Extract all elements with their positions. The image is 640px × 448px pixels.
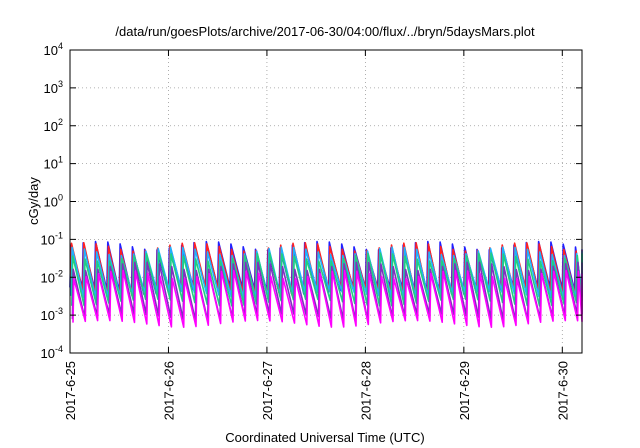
x-tick-label: 2017-6-27 xyxy=(260,361,275,420)
series-line xyxy=(72,269,583,328)
y-tick-label: 103 xyxy=(44,79,63,96)
x-tick-label: 2017-6-25 xyxy=(63,361,78,420)
y-tick-label: 100 xyxy=(44,193,63,210)
y-tick-label: 10-3 xyxy=(41,306,63,323)
y-tick-label: 102 xyxy=(44,117,63,134)
y-tick-label: 101 xyxy=(44,155,63,172)
tick-layer: 10-4 10-3 10-2 10-1 100 101 102 103 104 2017-6-25… xyxy=(41,41,582,420)
x-tick-label: 2017-6-26 xyxy=(161,361,176,420)
x-tick-label: 2017-6-29 xyxy=(457,361,472,420)
series-line xyxy=(71,252,583,307)
chart-title: /data/run/goesPlots/archive/2017-06-30/0… xyxy=(115,24,535,39)
y-axis-label: cGy/day xyxy=(26,177,41,225)
y-tick-label: 10-1 xyxy=(41,230,63,247)
x-tick-label: 2017-6-30 xyxy=(555,361,570,420)
y-tick-label: 10-2 xyxy=(41,268,63,285)
x-tick-label: 2017-6-28 xyxy=(358,361,373,420)
x-axis-label: Coordinated Universal Time (UTC) xyxy=(225,430,424,445)
y-tick-label: 104 xyxy=(44,41,63,58)
y-tick-label: 10-4 xyxy=(41,344,63,361)
series-layer xyxy=(69,240,583,328)
